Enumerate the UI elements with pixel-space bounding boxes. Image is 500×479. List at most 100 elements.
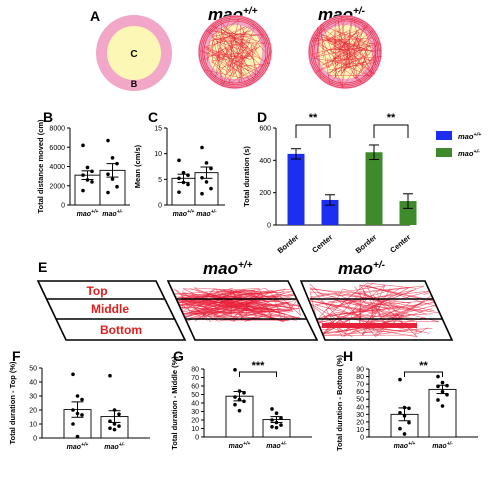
data-point [440,389,445,394]
x-tick-label: mao+/- [102,209,123,218]
data-point [445,392,449,397]
y-axis-label: Total duration - Top (%) [8,361,17,445]
swim-trace [204,292,235,304]
swim-trace [222,36,261,85]
data-point [233,368,237,372]
data-point [279,416,283,421]
y-tick-label: 10 [356,427,364,434]
x-tick-label: mao+/+ [229,441,251,450]
data-point [85,178,90,182]
y-tick-label: 20 [29,408,37,415]
data-point [186,173,190,178]
x-tick-label: mao+/- [196,209,217,218]
y-tick-label: 6000 [49,145,65,152]
y-tick-label: 40 [191,401,199,408]
swim-trace [181,293,216,309]
data-point [237,408,242,413]
x-tick-label: Center [310,233,334,255]
swim-trace [333,18,363,66]
panel-letter-h: H [343,348,353,364]
y-tick-label: 60 [356,389,364,396]
wall-trace [313,20,377,84]
swim-trace [173,292,264,313]
track-arena-wt [198,15,272,89]
y-tick-label: 30 [191,409,199,416]
swim-trace [217,297,280,317]
data-point [237,389,242,393]
data-point [186,182,190,187]
tank-track-wt [166,280,319,341]
data-point [204,161,209,165]
swim-trace [332,24,366,57]
x-tick-label: mao+/+ [67,442,89,451]
swim-trace [219,20,262,76]
group-name: mao [173,211,188,218]
swim-trace [309,285,386,336]
swim-trace [226,31,253,83]
swim-trace [202,293,301,319]
swim-trace [354,286,440,323]
significance-bracket [295,124,331,138]
data-point [108,373,112,378]
y-tick-label: 10 [154,151,162,158]
bar [428,388,457,438]
y-tick-label: 0 [195,435,199,442]
y-tick-label: 400 [259,158,271,165]
group-genotype: +/+ [91,209,98,215]
legend-swatch [436,148,452,157]
data-point [407,420,411,425]
y-tick-label: 15 [154,126,162,133]
tank-track-het [299,280,454,341]
y-tick-label: 2000 [49,183,65,190]
y-tick-label: 50 [191,392,199,399]
data-point [270,425,274,429]
data-point [71,408,75,412]
swim-trace [203,290,284,321]
swim-trace [326,35,367,69]
e-col2-title: mao+/+ [203,259,253,278]
data-point [85,165,90,170]
group-name: mao [104,444,119,451]
group-genotype: +/+ [81,442,88,448]
tank-schematic [36,280,187,341]
data-point [402,414,407,418]
wall-trace [201,19,268,85]
x-tick-label: Border [354,233,379,256]
data-point [177,158,181,163]
significance-bracket [404,371,443,377]
data-point [274,411,279,416]
y-tick-label: 0 [158,203,162,210]
y-tick-label: 200 [259,190,271,197]
group-genotype: +/+ [187,209,194,215]
legend-name: mao [458,149,474,158]
data-point [117,424,121,428]
wall-trace [200,17,270,87]
group-name: mao [229,443,244,450]
zone-border-label: B [131,79,138,89]
data-point [274,420,279,425]
swim-trace [322,24,370,78]
data-point [108,419,112,424]
data-point [274,425,279,430]
swim-trace [174,298,269,315]
data-point [115,184,119,189]
data-point [279,423,283,427]
y-tick-label: 90 [356,367,364,374]
data-point [71,422,75,426]
swim-trace [337,44,371,73]
data-point [398,377,402,382]
zone-top-label: Top [86,284,107,298]
swim-trace [202,26,258,61]
data-point [237,397,242,402]
data-point [106,190,110,195]
significance-bracket [239,371,277,377]
e-col3-title: mao+/- [338,259,386,278]
y-tick-label: 5 [158,177,162,184]
group-name: mao [432,443,447,450]
swim-trace [177,291,304,316]
data-point [233,402,237,407]
significance-label: ** [309,112,318,124]
panel-letter-e: E [38,259,47,275]
zone-bottom-label: Bottom [100,323,142,337]
